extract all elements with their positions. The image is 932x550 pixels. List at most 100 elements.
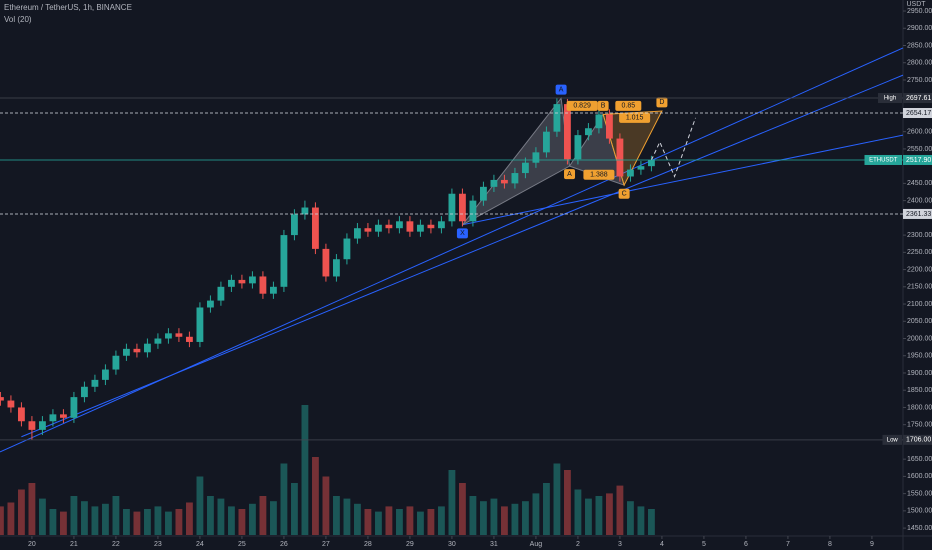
y-tick-label: 1600.00 xyxy=(907,473,932,480)
candle-body xyxy=(217,286,225,301)
x-tick-label: 24 xyxy=(196,541,204,548)
candle-body xyxy=(123,348,130,356)
volume-bar xyxy=(102,503,109,535)
candle-body xyxy=(60,414,67,418)
candle-body xyxy=(238,279,246,284)
candle-body xyxy=(102,369,109,380)
price-level-box xyxy=(903,208,932,219)
candle-body xyxy=(364,228,372,232)
x-tick-label: 31 xyxy=(490,541,498,548)
candle-body xyxy=(511,173,519,184)
volume-bar xyxy=(186,502,193,535)
trend-line xyxy=(21,74,904,438)
volume-bar xyxy=(585,498,592,535)
candle-body xyxy=(0,397,4,401)
candle-body xyxy=(270,286,277,294)
candle-body xyxy=(333,259,340,277)
price-level-label: 2697.61 xyxy=(906,95,931,102)
candle-body xyxy=(595,114,603,129)
volume-bar xyxy=(28,483,36,535)
volume-bar xyxy=(364,509,372,535)
candle-body xyxy=(312,207,319,249)
volume-bar xyxy=(270,501,277,535)
volume-bar xyxy=(91,506,99,535)
pattern-label: X xyxy=(460,230,465,237)
volume-bar xyxy=(448,470,456,535)
candle-body xyxy=(249,276,256,284)
volume-bar xyxy=(343,498,351,535)
candle-body xyxy=(375,224,382,232)
volume-bar xyxy=(228,506,235,535)
volume-bar xyxy=(385,506,393,535)
candle-body xyxy=(406,221,414,232)
trend-line xyxy=(462,134,904,226)
volume-bar xyxy=(333,496,340,535)
candle-body xyxy=(301,207,309,215)
y-tick-label: 2400.00 xyxy=(907,197,932,204)
y-tick-label: 2250.00 xyxy=(907,249,932,256)
volume-bar xyxy=(301,405,309,535)
volume-bar xyxy=(70,496,78,535)
pattern-label-box xyxy=(456,228,468,239)
volume-bar xyxy=(60,511,67,535)
volume-bar xyxy=(165,511,172,535)
candle-body xyxy=(585,128,592,136)
candle-body xyxy=(427,224,435,229)
volume-bar xyxy=(480,501,487,535)
y-tick-label: 1750.00 xyxy=(907,422,932,429)
volume-bar xyxy=(501,506,508,535)
volume-bar xyxy=(39,498,46,535)
price-level-box xyxy=(903,93,932,104)
y-tick-label: 2300.00 xyxy=(907,232,932,239)
candle-body xyxy=(322,248,330,277)
pattern-label: 1.015 xyxy=(626,115,644,122)
x-tick-label: 22 xyxy=(112,541,120,548)
pattern-label-box xyxy=(615,100,642,111)
price-level-box xyxy=(903,108,932,119)
pattern-label-box xyxy=(618,188,630,199)
y-tick-label: 2600.00 xyxy=(907,129,932,136)
candle-body xyxy=(291,214,298,236)
candle-body xyxy=(522,162,529,174)
pattern-label: B xyxy=(601,103,606,110)
candle-body xyxy=(438,221,445,229)
candle-body xyxy=(70,397,78,418)
candle-body xyxy=(154,338,162,344)
volume-bar xyxy=(312,457,319,535)
volume-bar xyxy=(18,489,25,535)
candle-body xyxy=(81,386,88,398)
volume-bar xyxy=(259,496,267,535)
x-tick-label: 28 xyxy=(364,541,372,548)
y-tick-label: 1900.00 xyxy=(907,370,932,377)
pattern-label-box xyxy=(583,169,615,180)
candle-body xyxy=(553,104,561,132)
volume-bar xyxy=(144,509,151,535)
x-tick-label: Aug xyxy=(530,541,543,548)
y-tick-label: 2750.00 xyxy=(907,77,932,84)
price-level-tag: ETHUSDT xyxy=(869,158,898,164)
volume-bar xyxy=(196,476,204,535)
volume-bar xyxy=(123,509,130,535)
y-tick-label: 1650.00 xyxy=(907,456,932,463)
volume-bar xyxy=(322,476,330,535)
candle-body xyxy=(39,421,46,430)
candle-body xyxy=(490,179,498,187)
volume-bar xyxy=(417,511,424,535)
y-tick-label: 1500.00 xyxy=(907,508,932,515)
price-level-label: 1706.00 xyxy=(906,437,931,444)
volume-bar xyxy=(511,503,519,535)
x-tick-label: 8 xyxy=(828,541,832,548)
y-tick-label: 1850.00 xyxy=(907,387,932,394)
pattern-label: 0.829 xyxy=(573,103,591,110)
price-level-tag-box xyxy=(882,434,902,445)
x-tick-label: 26 xyxy=(280,541,288,548)
candle-body xyxy=(144,343,151,353)
pattern-label: A xyxy=(567,171,572,178)
volume-bar xyxy=(522,501,529,535)
indicator-label: Vol (20) xyxy=(4,15,32,24)
x-tick-label: 29 xyxy=(406,541,414,548)
x-tick-label: 5 xyxy=(702,541,706,548)
volume-bar xyxy=(49,509,57,535)
currency: USDT xyxy=(906,1,926,8)
y-tick-label: 2900.00 xyxy=(907,25,932,32)
